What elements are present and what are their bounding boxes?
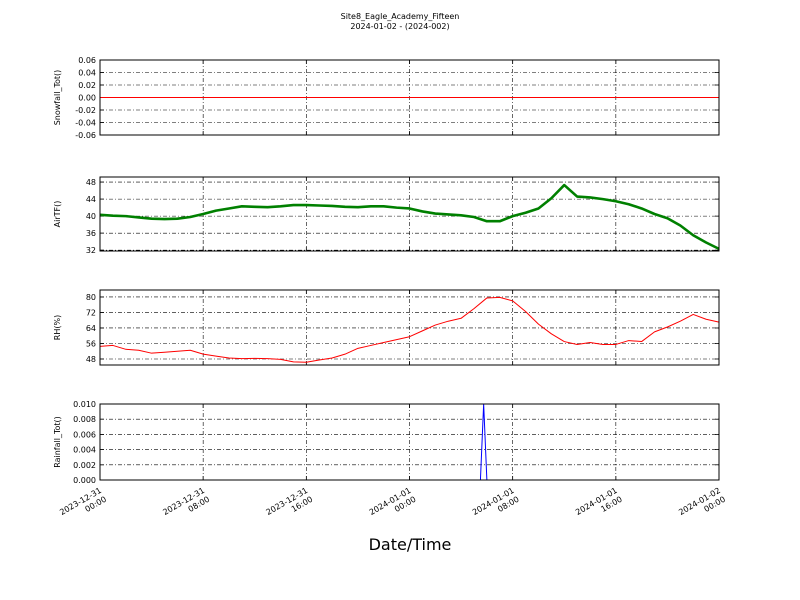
y-tick-label: 64 bbox=[86, 324, 96, 333]
y-tick-label: 0.002 bbox=[73, 461, 96, 470]
chart-subtitle: 2024-01-02 - (2024-002) bbox=[350, 22, 449, 31]
y-axis-label: AirTF() bbox=[53, 201, 62, 228]
y-tick-label: 80 bbox=[86, 293, 96, 302]
y-axis-label: RH(%) bbox=[53, 315, 62, 340]
y-tick-label: 0.004 bbox=[73, 446, 96, 455]
y-tick-label: 32 bbox=[86, 246, 96, 255]
y-tick-label: 40 bbox=[86, 212, 96, 221]
y-tick-label: 48 bbox=[86, 355, 96, 364]
y-tick-label: 48 bbox=[86, 178, 96, 187]
y-tick-label: 56 bbox=[86, 339, 96, 348]
data-line bbox=[99, 183, 720, 251]
y-tick-label: 0.04 bbox=[78, 69, 96, 78]
y-tick-label: 0.008 bbox=[73, 415, 96, 424]
y-tick-label: 72 bbox=[86, 308, 96, 317]
y-tick-label: 44 bbox=[86, 195, 96, 204]
y-tick-label: 0.006 bbox=[73, 430, 96, 439]
y-tick-label: 0.00 bbox=[78, 94, 96, 103]
axes-frame bbox=[99, 403, 720, 481]
data-line bbox=[99, 296, 720, 363]
y-axis-label: Rainfall_Tot() bbox=[53, 416, 62, 468]
y-axis-label: Snowfall_Tot() bbox=[53, 70, 62, 126]
y-tick-label: -0.02 bbox=[75, 106, 96, 115]
axes-frame bbox=[99, 176, 720, 252]
y-tick-label: 0.010 bbox=[73, 400, 96, 409]
x-axis-label: Date/Time bbox=[369, 535, 452, 554]
y-tick-label: 0.000 bbox=[73, 476, 96, 485]
chart-title: Site8_Eagle_Academy_Fifteen bbox=[341, 12, 460, 21]
y-tick-label: 36 bbox=[86, 229, 96, 238]
y-tick-label: -0.04 bbox=[75, 119, 96, 128]
axes-frame bbox=[99, 59, 720, 136]
axes-frame bbox=[99, 289, 720, 366]
y-tick-label: 0.02 bbox=[78, 81, 96, 90]
y-tick-label: 0.06 bbox=[78, 56, 96, 65]
y-tick-label: -0.06 bbox=[75, 131, 96, 140]
